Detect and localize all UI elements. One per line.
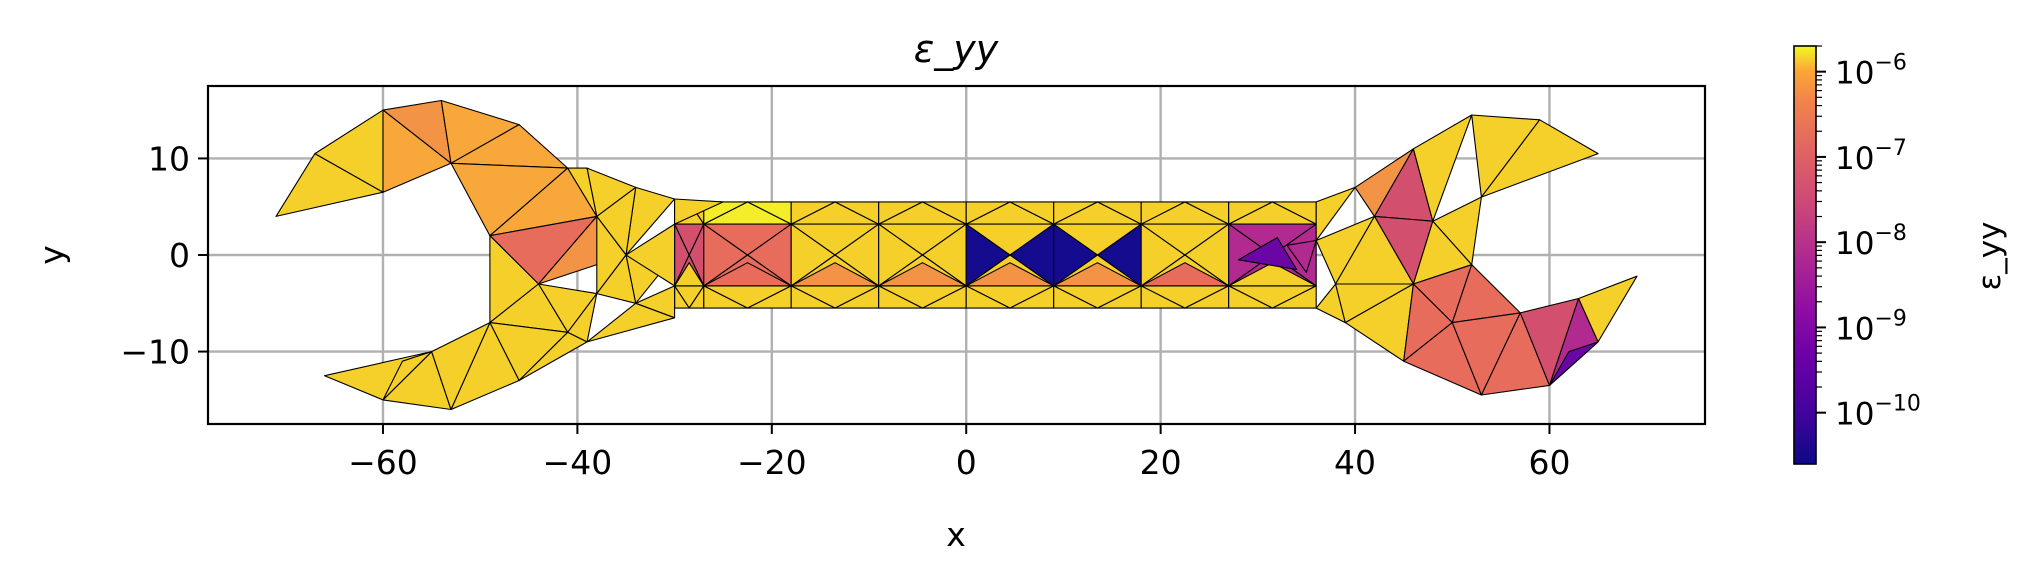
mesh-triangle <box>703 285 749 309</box>
y-ticks: −10 0 10 <box>120 139 208 372</box>
mesh-triangle <box>1480 119 1599 198</box>
x-tick-label: 60 <box>1528 443 1570 482</box>
colorbar-label: ε_yy <box>1972 222 2008 291</box>
x-tick-label: −40 <box>543 443 613 482</box>
colorbar <box>1793 45 1817 465</box>
mesh-triangle <box>1237 237 1298 271</box>
mesh-triangle <box>1578 275 1638 343</box>
x-tick-label: −20 <box>737 443 807 482</box>
y-tick-label: 10 <box>148 139 190 178</box>
mesh-triangle <box>382 351 433 401</box>
x-tick-label: 40 <box>1334 443 1376 482</box>
mesh-triangle <box>965 223 1055 256</box>
mesh-triangles <box>275 99 1638 411</box>
mesh-triangle <box>965 201 1011 225</box>
x-tick-label: 0 <box>956 443 977 482</box>
mesh-triangle <box>431 322 491 411</box>
x-tick-label: −60 <box>348 443 418 482</box>
x-axis-label: x <box>946 515 966 554</box>
mesh-triangle <box>1315 186 1356 242</box>
mesh-triangle <box>703 201 749 225</box>
mesh-triangle <box>703 223 792 256</box>
mesh-triangle <box>790 201 836 225</box>
colorbar-ticks: 10−6 10−7 10−8 10−9 10−10 <box>1816 45 1921 433</box>
mesh-triangle <box>878 201 924 225</box>
mesh-triangle <box>1228 201 1273 225</box>
mesh-triangle <box>965 285 1011 309</box>
mesh-triangle <box>586 302 676 343</box>
mesh-triangle <box>1412 114 1473 222</box>
chart-title: ε_yy <box>914 27 999 71</box>
mesh-triangle <box>1140 285 1186 309</box>
mesh-triangle <box>1053 285 1099 309</box>
y-axis-label: y <box>32 245 71 265</box>
mesh-triangle <box>1228 223 1317 256</box>
mesh-triangle <box>674 223 705 256</box>
mesh-triangle <box>382 109 452 193</box>
mesh-triangle <box>1548 341 1599 386</box>
x-ticks: −60 −40 −20 0 20 40 60 <box>348 424 1570 482</box>
mesh-triangle <box>1140 223 1230 256</box>
y-tick-label: 0 <box>169 236 190 275</box>
mesh-triangle <box>1053 201 1099 225</box>
mesh-triangle <box>790 223 880 256</box>
colorbar-tick-label: 10−10 <box>1835 392 1921 433</box>
colorbar-tick-label: 10−8 <box>1835 221 1907 262</box>
mesh-triangle <box>1271 285 1317 309</box>
colorbar-tick-label: 10−6 <box>1835 51 1907 92</box>
mesh-triangle <box>1053 223 1142 256</box>
y-tick-label: −10 <box>120 333 190 372</box>
mesh-triangle <box>878 285 924 309</box>
mesh-triangle <box>790 285 836 309</box>
mesh-triangle <box>1286 239 1317 273</box>
mesh-triangle <box>1228 285 1273 309</box>
mesh-triangle <box>596 254 637 304</box>
colorbar-tick-label: 10−9 <box>1835 306 1907 347</box>
colorbar-tick-label: 10−7 <box>1835 136 1907 177</box>
mesh-triangle <box>674 198 724 225</box>
mesh-triangle <box>625 223 676 287</box>
mesh-triangle <box>1140 201 1186 225</box>
mesh-triangle <box>567 293 598 343</box>
mesh-triangle <box>878 223 967 256</box>
x-tick-label: 20 <box>1140 443 1182 482</box>
